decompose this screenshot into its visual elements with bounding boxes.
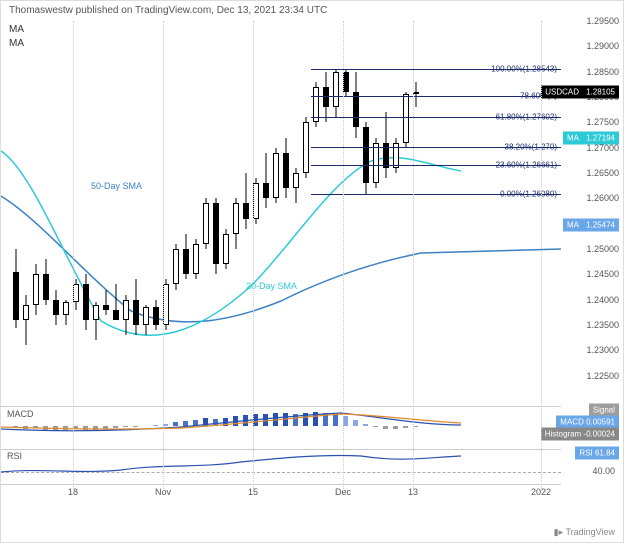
macd-bar [363, 424, 368, 426]
gridline [413, 21, 414, 491]
y-tick: 1.28500 [586, 67, 619, 77]
y-tick: 1.26000 [586, 193, 619, 203]
rsi-level-label: 40.00 [592, 466, 615, 476]
rsi-line-path [1, 455, 461, 472]
logo-text: TradingView [565, 527, 615, 537]
tradingview-logo: ▮▸ TradingView [554, 527, 615, 538]
price-badge: USDCAD [541, 85, 583, 98]
rsi-line-svg [1, 450, 561, 482]
time-x-axis: 18Nov15Dec132022 [1, 484, 561, 504]
price-badge: MA [563, 218, 583, 231]
macd-bar [223, 418, 228, 426]
fib-label: 100.00%(1.28543) [491, 65, 557, 74]
price-panel[interactable]: 100.00%(1.28543)78.60%(1)61.80%(1.27602)… [1, 21, 561, 401]
macd-bar [243, 415, 248, 426]
macd-bar [273, 413, 278, 426]
macd-bar [233, 416, 238, 426]
macd-bar [53, 426, 58, 431]
macd-bar [283, 413, 288, 426]
sma20-line [1, 151, 461, 335]
y-tick: 1.22500 [586, 371, 619, 381]
rsi-level-line [1, 472, 561, 473]
y-tick: 1.26500 [586, 168, 619, 178]
macd-bar [323, 413, 328, 426]
macd-bar [333, 414, 338, 426]
macd-bar [183, 421, 188, 426]
macd-bar [383, 426, 388, 429]
signal-line [1, 414, 461, 429]
y-tick: 1.24000 [586, 295, 619, 305]
macd-bar [173, 422, 178, 426]
y-tick: 1.29000 [586, 41, 619, 51]
macd-bar [193, 420, 198, 426]
macd-label: MACD [7, 409, 34, 419]
price-badge-value: 1.28105 [582, 85, 619, 98]
macd-bar [393, 426, 398, 429]
y-tick: 1.29500 [586, 16, 619, 26]
y-tick: 1.27500 [586, 117, 619, 127]
gridline [73, 21, 74, 491]
rsi-label: RSI [7, 451, 22, 461]
rsi-badge: RSI 61.84 [575, 447, 619, 460]
chart-container: Thomaswestw published on TradingView.com… [0, 0, 624, 543]
macd-badge: Histogram -0.00024 [541, 428, 619, 441]
macd-bar [303, 413, 308, 426]
price-y-axis: 1.295001.290001.285001.280001.275001.270… [563, 21, 623, 401]
macd-bar [403, 426, 408, 428]
macd-bar [113, 426, 118, 428]
fib-label: 23.60%(1.26661) [496, 160, 557, 169]
fib-label: 38.20%(1.270) [505, 142, 557, 151]
gridline [163, 21, 164, 491]
macd-bar [213, 419, 218, 426]
logo-icon: ▮▸ [554, 527, 563, 537]
macd-bar [103, 426, 108, 429]
macd-bar [23, 426, 28, 429]
macd-bar [43, 426, 48, 430]
price-badge-value: 1.25474 [582, 218, 619, 231]
macd-line [1, 413, 461, 431]
price-badge-value: 1.27194 [582, 131, 619, 144]
macd-bar [13, 426, 18, 428]
macd-bar [63, 426, 68, 430]
macd-bar [33, 426, 38, 428]
price-badge: MA [563, 131, 583, 144]
macd-bar [373, 426, 378, 427]
macd-bar [313, 412, 318, 426]
macd-bar [153, 425, 158, 426]
gridline [343, 21, 344, 491]
fib-label: 0.00%(1.26080) [500, 190, 557, 199]
macd-panel[interactable]: MACD [1, 406, 561, 446]
sma-overlay [1, 21, 561, 401]
macd-bar [123, 426, 128, 427]
rsi-panel[interactable]: RSI [1, 449, 561, 481]
macd-bar [133, 426, 138, 427]
macd-bar [83, 426, 88, 431]
y-tick: 1.23500 [586, 320, 619, 330]
y-tick: 1.23000 [586, 345, 619, 355]
gridline [253, 21, 254, 491]
gridline [541, 21, 542, 491]
y-tick: 1.24500 [586, 269, 619, 279]
macd-bar [203, 418, 208, 426]
macd-bar [293, 414, 298, 426]
macd-bar [353, 420, 358, 426]
sma50-label: 50-Day SMA [91, 181, 142, 191]
fib-label: 61.80%(1.27602) [496, 113, 557, 122]
macd-bar [263, 414, 268, 426]
y-tick: 1.25000 [586, 244, 619, 254]
publish-header: Thomaswestw published on TradingView.com… [9, 5, 327, 16]
macd-bar [93, 426, 98, 430]
